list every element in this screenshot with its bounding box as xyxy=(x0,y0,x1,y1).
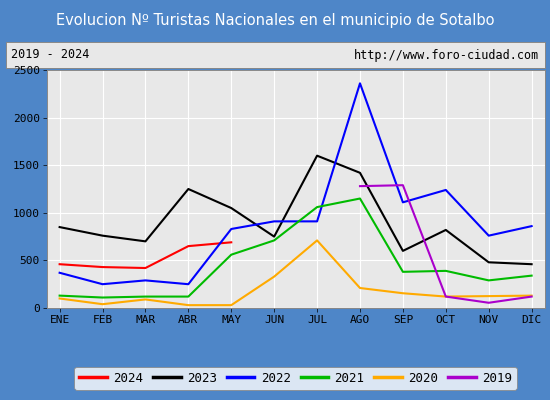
Text: Evolucion Nº Turistas Nacionales en el municipio de Sotalbo: Evolucion Nº Turistas Nacionales en el m… xyxy=(56,14,494,28)
Text: 2019 - 2024: 2019 - 2024 xyxy=(11,48,89,62)
Text: http://www.foro-ciudad.com: http://www.foro-ciudad.com xyxy=(354,48,539,62)
Legend: 2024, 2023, 2022, 2021, 2020, 2019: 2024, 2023, 2022, 2021, 2020, 2019 xyxy=(74,367,517,390)
